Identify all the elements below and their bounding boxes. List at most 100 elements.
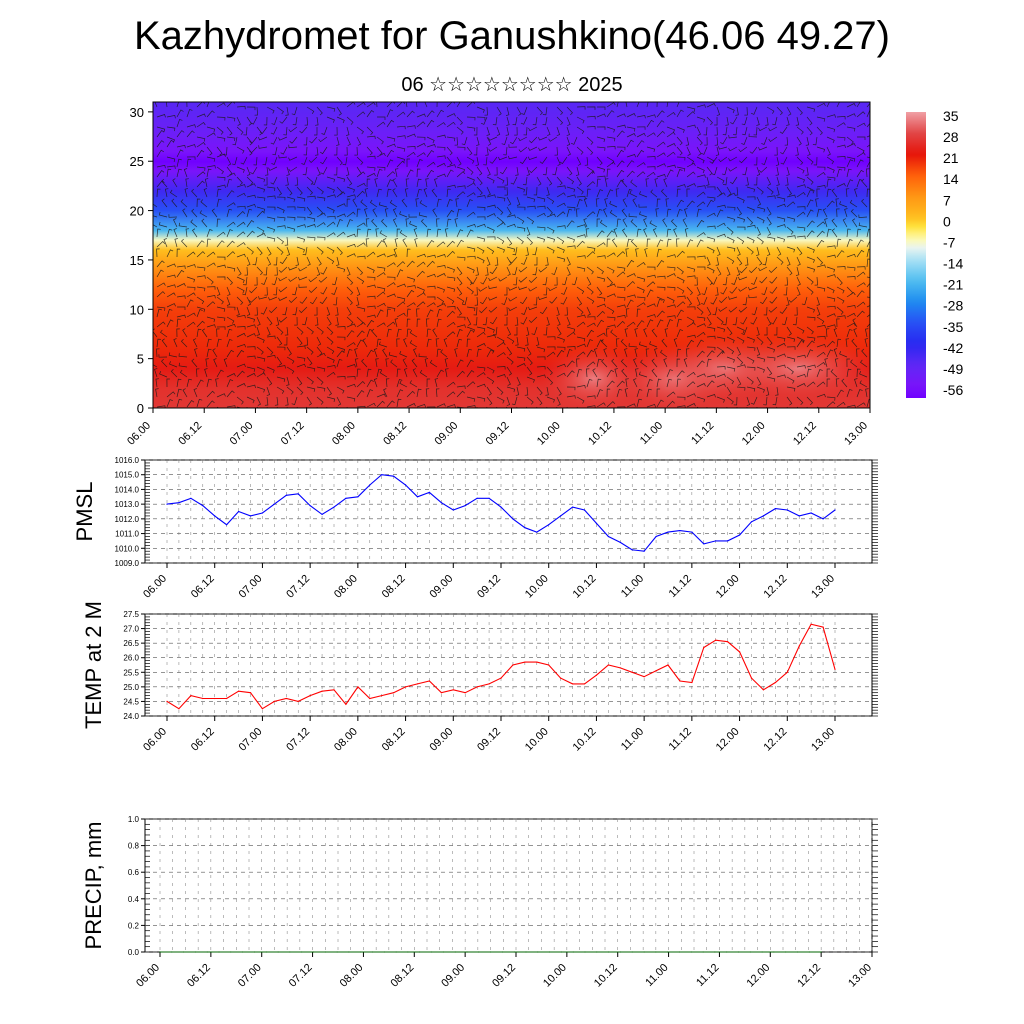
- wind-barb: [376, 102, 378, 108]
- wind-barb: [256, 266, 263, 276]
- wind-barb: [676, 286, 685, 294]
- wind-barb: [256, 176, 266, 183]
- wind-barb: [246, 366, 256, 372]
- wind-barb: [696, 339, 704, 348]
- wind-barb: [408, 214, 418, 218]
- wind-barb: [416, 292, 426, 298]
- wind-barb: [163, 238, 168, 248]
- wind-barb: [738, 286, 748, 292]
- wind-barb: [226, 136, 236, 142]
- wind-barb: [246, 384, 256, 389]
- wind-barb: [856, 152, 866, 158]
- data-point: [214, 515, 216, 517]
- wind-barb: [446, 218, 452, 228]
- wind-barb: [456, 156, 462, 166]
- colorbar-label: -42: [943, 340, 963, 356]
- wind-barb: [377, 116, 386, 120]
- wind-barb: [166, 378, 170, 388]
- wind-barb: [638, 371, 648, 378]
- wind-barb: [206, 276, 214, 285]
- data-point: [739, 534, 741, 536]
- wind-barb: [386, 109, 394, 118]
- wind-barb: [476, 136, 480, 146]
- wind-barb: [418, 353, 428, 358]
- wind-barb: [846, 103, 856, 108]
- wind-barb: [776, 256, 784, 265]
- wind-barb: [626, 126, 636, 132]
- wind-barb: [666, 391, 676, 398]
- wind-barb: [425, 178, 429, 188]
- wind-barb: [333, 166, 338, 176]
- wind-barb: [226, 338, 233, 348]
- wind-barb: [385, 358, 389, 368]
- panel-y-tick-label: 1.0: [128, 815, 140, 824]
- wind-barb: [482, 316, 488, 326]
- wind-barb: [262, 156, 268, 166]
- wind-barb: [645, 178, 649, 188]
- wind-barb: [518, 276, 528, 283]
- wind-barb: [506, 206, 512, 216]
- wind-barb: [396, 296, 406, 302]
- wind-barb: [850, 209, 858, 218]
- wind-barb: [626, 154, 636, 158]
- data-point: [619, 951, 622, 953]
- wind-barb: [756, 376, 762, 386]
- panel-y-axis-label: PRECIP, mm: [81, 822, 106, 950]
- wind-barb: [769, 286, 778, 294]
- wind-barb: [396, 160, 405, 168]
- wind-barb: [854, 188, 858, 198]
- wind-barb: [714, 126, 718, 136]
- wind-barb: [728, 296, 738, 300]
- wind-barb: [498, 276, 508, 282]
- wind-barb: [831, 188, 838, 198]
- wind-barb: [236, 211, 246, 218]
- wind-barb: [746, 386, 756, 392]
- wind-barb: [319, 296, 328, 305]
- wind-barb: [728, 166, 738, 172]
- wind-barb: [166, 249, 174, 258]
- wind-barb: [166, 391, 176, 398]
- wind-barb: [496, 352, 506, 358]
- wind-barb: [542, 116, 548, 126]
- wind-barb: [846, 159, 854, 168]
- wind-barb: [326, 186, 335, 194]
- wind-barb: [406, 328, 411, 338]
- wind-barb: [696, 126, 701, 136]
- wind-barb: [176, 168, 182, 178]
- wind-barb: [515, 166, 519, 176]
- colorbar-label: 28: [943, 129, 959, 145]
- wind-barb: [601, 358, 608, 368]
- data-point: [572, 683, 574, 685]
- wind-barb: [406, 158, 410, 167]
- wind-barb: [259, 126, 268, 134]
- data-point: [608, 951, 610, 953]
- wind-barb: [716, 246, 721, 256]
- wind-barb: [736, 196, 745, 204]
- wind-barb: [285, 176, 289, 186]
- wind-barb: [319, 146, 328, 155]
- wind-barb: [646, 171, 656, 178]
- wind-barb: [518, 146, 528, 153]
- wind-barb: [536, 386, 543, 396]
- wind-barb: [170, 368, 178, 378]
- wind-barb: [835, 378, 840, 388]
- wind-barb: [268, 296, 278, 301]
- panel-y-tick-label: 1014.0: [115, 485, 140, 494]
- wind-barb: [546, 186, 550, 196]
- wind-barb: [630, 179, 638, 188]
- wind-barb: [466, 246, 476, 252]
- wind-barb: [528, 306, 538, 311]
- wind-barb: [566, 206, 576, 211]
- wind-barb: [522, 176, 528, 186]
- data-point: [454, 951, 456, 953]
- data-point: [285, 494, 287, 496]
- wind-barb: [686, 256, 696, 260]
- wind-barb: [488, 296, 498, 301]
- data-point: [655, 670, 657, 672]
- data-point: [452, 509, 454, 511]
- wind-barb: [192, 338, 198, 348]
- wind-barb: [686, 111, 696, 118]
- wind-barb: [696, 306, 704, 315]
- wind-barb: [765, 116, 769, 126]
- wind-barb: [596, 255, 606, 259]
